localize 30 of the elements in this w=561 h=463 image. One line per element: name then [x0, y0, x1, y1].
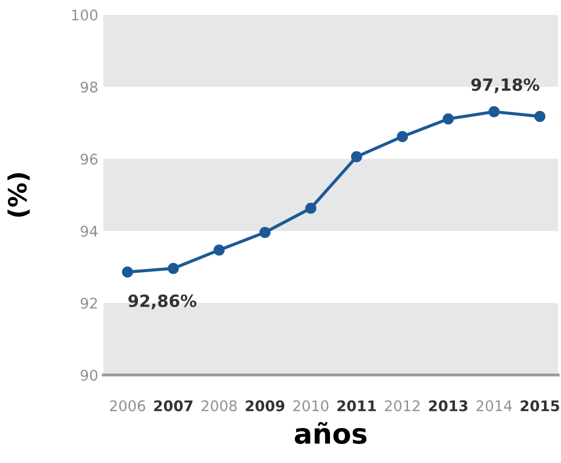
point	[259, 226, 271, 238]
y-tick-label: 92	[80, 298, 97, 309]
point	[122, 266, 134, 278]
point	[168, 262, 179, 274]
y-axis-title: (%)	[7, 173, 30, 217]
x-tick-label: 2010	[293, 400, 328, 412]
point	[351, 151, 362, 162]
data-label: 97,18%	[471, 78, 540, 94]
x-tick-label: 2011	[337, 400, 376, 412]
point	[442, 113, 454, 124]
point	[534, 110, 546, 122]
y-tick-label: 98	[80, 82, 98, 93]
x-tick-label: 2014	[476, 400, 512, 412]
y-tick-label: 94	[80, 226, 98, 237]
point	[396, 131, 408, 142]
x-tick-label: 2007	[154, 400, 192, 412]
point	[305, 202, 316, 214]
y-tick-label: 100	[72, 10, 98, 21]
x-tick-label: 2013	[429, 400, 468, 412]
y-tick-label: 90	[80, 370, 98, 381]
x-tick-label: 2006	[110, 400, 146, 412]
x-axis-title: años	[294, 422, 366, 444]
point	[488, 106, 500, 118]
x-tick-label: 2012	[384, 400, 420, 412]
x-tick-label: 2009	[246, 400, 284, 412]
point	[214, 244, 225, 256]
data-label: 92,86%	[128, 294, 196, 310]
y-tick-label: 96	[80, 154, 98, 165]
x-tick-label: 2008	[202, 400, 237, 412]
x-tick-label: 2015	[520, 400, 560, 412]
